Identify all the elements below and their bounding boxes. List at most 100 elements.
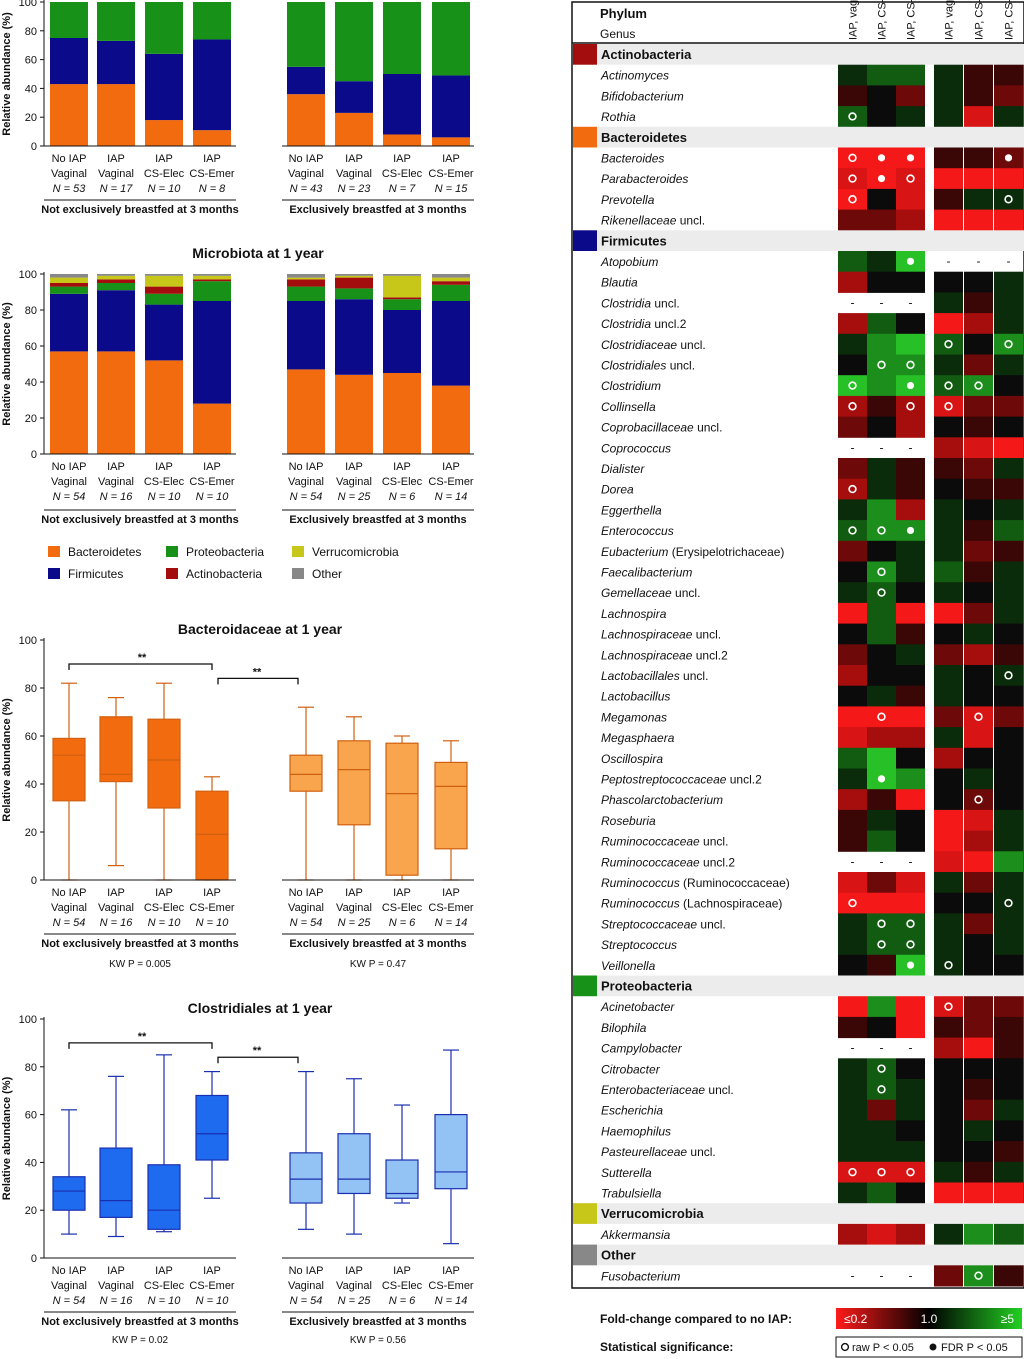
genus-label: Bifidobacterium: [601, 89, 684, 103]
x-tick-label: IAP: [442, 461, 460, 473]
y-tick-label: 80: [25, 1062, 37, 1074]
heatmap-cell: [838, 540, 867, 562]
heatmap-cell: [994, 271, 1023, 293]
bar-segment-bacteroidetes: [50, 84, 88, 146]
x-tick-label: IAP: [442, 153, 460, 165]
genus-label: Gemellaceae uncl.: [601, 586, 700, 600]
heatmap-cell: [964, 64, 993, 86]
significance-label: **: [253, 666, 262, 678]
heatmap-cell: [934, 209, 963, 231]
heatmap-cell: [867, 64, 896, 86]
raw-significance-marker: [944, 960, 953, 970]
heatmap-cell: [867, 872, 896, 894]
bar-segment-verrucomicrobia: [193, 275, 231, 280]
x-tick-label: CS-Elec: [382, 902, 423, 914]
genus-name: Parabacteroides: [601, 172, 688, 186]
heatmap-cell: [934, 458, 963, 480]
genus-label: Clostridia uncl.2: [601, 317, 687, 331]
heatmap-cell: [867, 996, 896, 1018]
genus-label: Lactobacillus: [601, 690, 670, 704]
group-n-label: N = 6: [389, 491, 416, 503]
heatmap-cell: [867, 188, 896, 211]
x-tick-label: Vaginal: [98, 168, 134, 180]
heatmap-missing: -: [1007, 254, 1011, 268]
bar-segment-verrucomicrobia: [50, 277, 88, 283]
heatmap-cell: [934, 872, 963, 894]
genus-label: Bilophila: [601, 1021, 647, 1035]
genus-suffix: uncl.: [672, 586, 701, 600]
heatmap-cell: [994, 747, 1023, 769]
heatmap-cell: [867, 375, 896, 397]
genus-name: Megasphaera: [601, 731, 675, 745]
heatmap-cell: [838, 644, 867, 666]
x-tick-label: Vaginal: [98, 476, 134, 488]
raw-significance-marker: [906, 402, 915, 411]
fdr-significance-marker: [906, 381, 915, 390]
heatmap-cell: [896, 271, 925, 293]
heatmap-cell: [994, 458, 1023, 480]
genus-suffix: uncl.2: [700, 855, 736, 869]
fdr-significance-marker: [906, 257, 915, 265]
legend-label: Firmicutes: [68, 567, 123, 581]
heatmap-cell: [867, 665, 896, 687]
heatmap-cell: [934, 416, 963, 438]
x-tick-label: CS-Elec: [382, 1280, 423, 1292]
genus-suffix: uncl.: [697, 917, 726, 931]
x-tick-label: IAP: [107, 887, 125, 899]
section-label: Exclusively breastfed at 3 months: [289, 938, 466, 950]
genus-name: Bilophila: [601, 1021, 647, 1035]
group-n-label: N = 14: [435, 491, 468, 503]
genus-name: Streptococcus: [601, 938, 677, 952]
heatmap-cell: [994, 934, 1023, 956]
heatmap-cell: [867, 685, 896, 707]
genus-name: Phascolarctobacterium: [601, 793, 723, 807]
genus-label: Coprococcus: [601, 441, 671, 455]
heatmap-cell: [964, 333, 993, 355]
box: [289, 1152, 323, 1204]
genus-suffix: uncl.: [676, 214, 705, 228]
genus-label: Eggerthella: [601, 503, 662, 517]
heatmap-cell: [934, 623, 963, 645]
heatmap-cell: [896, 499, 925, 521]
heatmap-cell: [994, 1161, 1023, 1183]
y-axis-label: Relative abundance (%): [1, 698, 13, 822]
heatmap-cell: [964, 602, 993, 625]
heatmap-cell: [867, 478, 896, 500]
genus-name: Clostridia: [601, 296, 651, 310]
heatmap-cell: [896, 685, 925, 707]
heatmap-cell: [896, 540, 925, 562]
heatmap-cell: [964, 375, 993, 397]
fdr-significance-marker: [1004, 154, 1013, 162]
heatmap-cell: [934, 1037, 963, 1059]
heatmap-missing: -: [851, 1268, 855, 1282]
heatmap-cell: [838, 333, 867, 355]
bar-segment-actinobacteria: [193, 279, 231, 282]
group-n-label: N = 54: [53, 491, 86, 503]
heatmap-cell: [838, 354, 867, 376]
heatmap-cell: [838, 1079, 867, 1101]
bar-segment-bacteroidetes: [193, 130, 231, 146]
heatmap-cell: [964, 996, 993, 1018]
heatmap-cell: [896, 85, 925, 107]
raw-significance-marker: [1004, 195, 1013, 204]
heatmap-cell: [896, 1120, 925, 1142]
heatmap-cell: [867, 644, 896, 666]
genus-name: Megamonas: [601, 710, 667, 724]
y-tick-label: 40: [25, 377, 37, 389]
legend-label: Proteobacteria: [186, 545, 264, 559]
heatmap-missing: -: [880, 854, 884, 868]
heatmap-cell: [934, 271, 963, 293]
bar-segment-actinobacteria: [335, 277, 373, 289]
raw-significance-marker: [974, 1271, 983, 1280]
heatmap-cell: [934, 147, 963, 169]
heatmap-cell: [838, 789, 867, 811]
heatmap-cell: [867, 602, 896, 625]
section-label: Exclusively breastfed at 3 months: [289, 514, 466, 526]
y-tick-label: 60: [25, 731, 37, 743]
genus-name: Acinetobacter: [600, 1000, 675, 1014]
y-axis-label: Relative abundance (%): [1, 12, 13, 136]
bar-segment-proteobacteria: [432, 284, 470, 301]
heatmap-cell: [994, 209, 1023, 231]
x-tick-label: Vaginal: [51, 1280, 87, 1292]
chart-title: Bacteroidaceae at 1 year: [178, 621, 343, 637]
